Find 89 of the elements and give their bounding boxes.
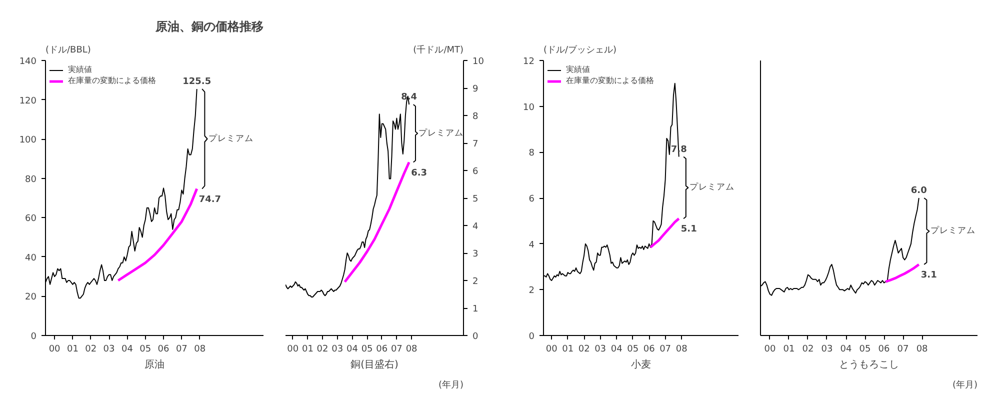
data-label: 6.3 [411,168,428,178]
x-tick-label: 02 [802,344,814,354]
annotation: プレミアム [689,182,734,193]
x-tick-label: 07 [390,344,402,354]
x-tick-label: 00 [48,344,61,354]
x-tick-label: 01 [562,344,574,354]
x-tick-label: 07 [897,344,909,354]
y-tick-label: 60 [25,214,37,224]
line-series [649,217,680,249]
y-tick-label: 0 [30,332,37,342]
y2-tick-label: 9 [472,84,478,94]
x-tick-label: 03 [821,344,833,354]
annotation: プレミアム [208,132,254,144]
x-tick-label: 01 [66,344,78,354]
x-tick-label: 00 [287,344,299,354]
y-tick-label: 6 [528,194,535,204]
y-axis-title: (ドル/ブッシェル) [544,44,617,56]
y2-tick-label: 6 [472,167,478,177]
x-tick-label: 06 [158,344,170,354]
x-tick-label: 02 [85,344,97,354]
x-tick-label: 01 [302,344,314,354]
y2-tick-label: 8 [472,112,478,122]
x-tick-label: 07 [176,344,188,354]
y2-tick-label: 10 [472,57,484,67]
x-tick-label: 02 [316,344,328,354]
x-tick-label: 00 [546,344,558,354]
x-tick-label: 08 [194,344,206,354]
data-label: 6.0 [910,186,927,196]
x-axis-title: 小麦 [631,358,651,370]
data-label: 5.1 [680,224,697,235]
x-axis-title: とうもろこし [839,360,899,370]
text: (年月) [952,380,978,390]
y2-tick-label: 0 [472,332,478,342]
x-tick-label: 08 [406,344,418,354]
x-tick-label: 03 [594,344,606,354]
y-tick-label: 40 [25,253,37,264]
line-series [344,161,410,284]
x-tick-label: 07 [660,344,672,354]
text: (年月) [438,380,464,390]
x-tick-label: 03 [103,344,115,354]
y-tick-label: 12 [523,57,534,67]
x-tick-label: 06 [643,344,656,354]
y-tick-label: 80 [25,174,37,185]
legend-label: 実績値 [68,64,92,75]
data-label: 74.7 [198,194,222,205]
y-tick-label: 2 [528,286,535,296]
y-tick-label: 100 [19,136,37,146]
y2-tick-label: 4 [472,222,478,232]
data-label: 125.5 [182,76,212,87]
y-tick-label: 140 [19,57,37,67]
line-series [116,188,198,282]
annotation: プレミアム [418,127,464,138]
legend-label: 在庫量の変動による価格 [566,75,654,86]
x-tick-label: 04 [346,344,358,354]
y2-tick-label: 1 [472,304,478,314]
y2-axis-title: (千ドル/MT) [413,44,464,56]
y-tick-label: 120 [19,96,37,106]
y2-tick-label: 7 [472,140,478,150]
x-tick-label: 05 [627,344,639,354]
x-tick-label: 04 [610,344,623,354]
y-tick-label: 4 [528,240,535,250]
y-tick-label: 8 [528,148,535,159]
legend-label: 在庫量の変動による価格 [68,75,156,86]
x-tick-label: 04 [121,344,134,354]
x-tick-label: 06 [376,344,388,354]
y-tick-label: 10 [523,102,535,113]
annotation: プレミアム [930,225,976,236]
x-tick-label: 08 [916,344,928,354]
x-tick-label: 05 [859,344,871,354]
x-tick-label: 02 [578,344,590,354]
x-axis-title: 銅(目盛右) [350,358,398,370]
x-tick-label: 01 [783,344,795,354]
y-axis-title: (ドル/BBL) [46,46,91,56]
y-tick-label: 20 [25,292,37,303]
x-tick-label: 05 [140,344,152,354]
x-tick-label: 05 [361,344,373,354]
x-tick-label: 06 [878,344,890,354]
data-label: 3.1 [920,270,937,280]
y-tick-label: 0 [528,332,535,342]
y2-tick-label: 3 [472,250,478,260]
x-tick-label: 00 [764,344,776,354]
x-tick-label: 03 [332,344,344,354]
legend-label: 実績値 [566,64,590,75]
chart-title: 原油、銅の価格推移 [154,20,264,34]
x-tick-label: 04 [840,344,852,354]
x-tick-label: 08 [676,344,688,354]
y2-tick-label: 5 [472,194,478,204]
x-axis-title: 原油 [144,358,164,370]
y2-tick-label: 2 [472,277,478,287]
